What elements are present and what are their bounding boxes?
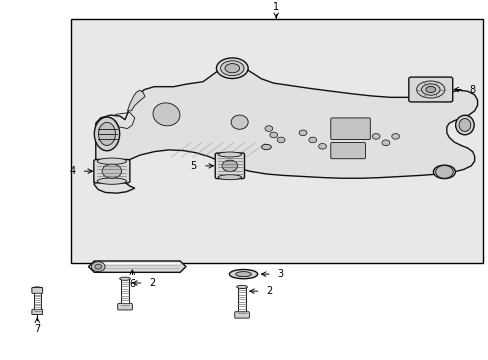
Circle shape bbox=[435, 166, 452, 178]
Ellipse shape bbox=[94, 117, 120, 151]
Ellipse shape bbox=[216, 58, 247, 78]
Ellipse shape bbox=[235, 272, 251, 276]
Circle shape bbox=[95, 264, 102, 269]
Ellipse shape bbox=[153, 103, 180, 126]
Ellipse shape bbox=[432, 165, 454, 179]
FancyBboxPatch shape bbox=[118, 303, 132, 310]
FancyBboxPatch shape bbox=[330, 143, 365, 159]
Ellipse shape bbox=[120, 277, 130, 280]
Text: 5: 5 bbox=[190, 161, 196, 171]
FancyBboxPatch shape bbox=[215, 153, 244, 179]
Ellipse shape bbox=[97, 178, 126, 184]
FancyBboxPatch shape bbox=[32, 310, 42, 315]
Ellipse shape bbox=[261, 144, 271, 150]
Text: 7: 7 bbox=[34, 324, 41, 334]
Polygon shape bbox=[94, 64, 477, 193]
Ellipse shape bbox=[32, 287, 42, 291]
Text: 2: 2 bbox=[266, 286, 272, 296]
Ellipse shape bbox=[229, 270, 257, 279]
Circle shape bbox=[269, 132, 277, 138]
FancyBboxPatch shape bbox=[234, 312, 249, 318]
Circle shape bbox=[91, 262, 105, 272]
FancyBboxPatch shape bbox=[330, 118, 369, 140]
Text: 8: 8 bbox=[469, 85, 475, 95]
Text: 4: 4 bbox=[69, 166, 75, 176]
Ellipse shape bbox=[458, 119, 470, 131]
Circle shape bbox=[264, 126, 272, 131]
FancyBboxPatch shape bbox=[94, 159, 130, 183]
Ellipse shape bbox=[236, 285, 247, 288]
Circle shape bbox=[308, 137, 316, 143]
Circle shape bbox=[277, 137, 285, 143]
Ellipse shape bbox=[416, 81, 444, 98]
Ellipse shape bbox=[455, 115, 473, 135]
Ellipse shape bbox=[224, 64, 239, 73]
FancyBboxPatch shape bbox=[408, 77, 452, 102]
Ellipse shape bbox=[220, 61, 244, 76]
Ellipse shape bbox=[218, 152, 241, 157]
Circle shape bbox=[381, 140, 389, 145]
Text: 6: 6 bbox=[129, 279, 135, 289]
Ellipse shape bbox=[425, 86, 435, 93]
Polygon shape bbox=[88, 261, 185, 272]
Ellipse shape bbox=[218, 175, 241, 180]
Circle shape bbox=[391, 134, 399, 139]
Ellipse shape bbox=[97, 158, 126, 165]
FancyBboxPatch shape bbox=[32, 288, 42, 293]
Text: 2: 2 bbox=[149, 278, 155, 288]
Circle shape bbox=[102, 164, 122, 178]
Circle shape bbox=[371, 134, 379, 139]
Bar bbox=[71, 18, 483, 264]
Ellipse shape bbox=[98, 122, 115, 145]
Circle shape bbox=[318, 144, 326, 149]
Circle shape bbox=[299, 130, 306, 136]
Text: 1: 1 bbox=[273, 3, 279, 13]
Ellipse shape bbox=[231, 115, 247, 129]
Polygon shape bbox=[127, 90, 145, 111]
Text: 3: 3 bbox=[277, 269, 283, 279]
Circle shape bbox=[222, 160, 237, 171]
Ellipse shape bbox=[421, 84, 439, 95]
